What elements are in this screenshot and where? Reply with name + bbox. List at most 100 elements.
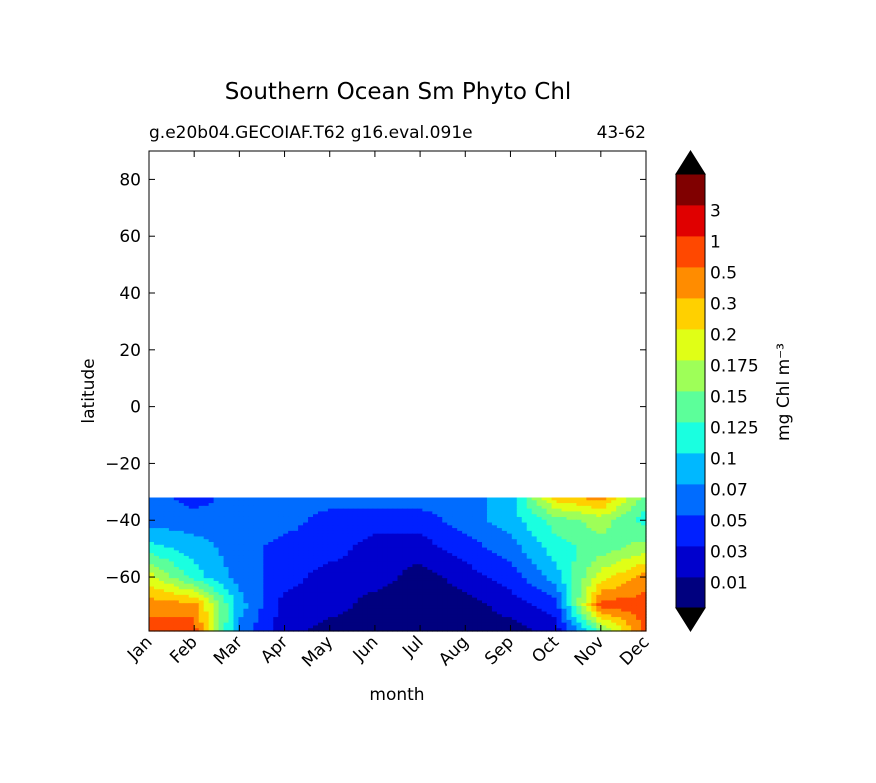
contour-cell xyxy=(163,594,170,599)
contour-cell xyxy=(422,575,428,579)
contour-cell xyxy=(536,500,543,504)
contour-cell xyxy=(526,511,533,515)
contour-cell xyxy=(422,569,428,574)
contour-cell xyxy=(273,597,279,602)
contour-cell xyxy=(377,608,384,613)
contour-cell xyxy=(501,508,508,513)
contour-cell xyxy=(641,592,647,596)
contour-cell xyxy=(472,569,478,574)
contour-cell xyxy=(213,508,220,513)
contour-cell xyxy=(357,530,364,535)
contour-cell xyxy=(293,583,299,588)
contour-cell xyxy=(506,589,513,593)
contour-cell xyxy=(362,628,369,632)
contour-cell xyxy=(417,530,423,535)
contour-cell xyxy=(332,508,339,513)
contour-cell xyxy=(203,572,210,576)
contour-cell xyxy=(407,589,414,593)
contour-cell xyxy=(228,614,235,618)
contour-cell xyxy=(362,547,369,551)
contour-cell xyxy=(422,497,428,501)
contour-cell xyxy=(472,583,478,588)
contour-cell xyxy=(268,547,274,551)
contour-cell xyxy=(367,594,374,599)
contour-cell xyxy=(516,555,523,560)
contour-cell xyxy=(551,569,558,574)
contour-cell xyxy=(616,550,622,554)
contour-cell xyxy=(367,539,374,543)
contour-cell xyxy=(238,622,245,627)
contour-cell xyxy=(273,511,279,515)
contour-cell xyxy=(208,519,215,524)
contour-cell xyxy=(472,625,478,629)
contour-cell xyxy=(392,539,399,543)
contour-cell xyxy=(481,619,488,624)
contour-cell xyxy=(481,500,488,504)
contour-cell xyxy=(322,572,329,576)
contour-cell xyxy=(278,594,284,599)
contour-cell xyxy=(601,511,607,515)
contour-cell xyxy=(392,569,399,574)
contour-cell xyxy=(303,511,309,515)
contour-cell xyxy=(362,525,369,529)
contour-cell xyxy=(506,603,513,607)
contour-cell xyxy=(506,544,513,549)
contour-cell xyxy=(337,539,344,543)
contour-cell xyxy=(263,553,269,557)
contour-cell xyxy=(313,561,319,565)
contour-cell xyxy=(183,528,190,532)
contour-cell xyxy=(526,519,533,524)
contour-cell xyxy=(447,522,453,526)
contour-cell xyxy=(412,550,418,554)
contour-cell xyxy=(352,575,359,579)
contour-cell xyxy=(566,594,573,599)
contour-cell xyxy=(278,539,284,543)
contour-cell xyxy=(352,514,359,518)
contour-cell xyxy=(516,525,523,529)
contour-cell xyxy=(153,572,160,576)
contour-cell xyxy=(506,617,513,621)
contour-cell xyxy=(322,569,329,574)
contour-cell xyxy=(238,569,245,574)
contour-cell xyxy=(496,583,503,588)
contour-cell xyxy=(422,553,428,557)
contour-cell xyxy=(596,505,602,510)
contour-cell xyxy=(203,508,210,513)
contour-cell xyxy=(402,508,409,513)
contour-cell xyxy=(432,533,438,538)
contour-cell xyxy=(626,525,632,529)
contour-cell xyxy=(442,600,448,604)
contour-cell xyxy=(591,544,597,549)
contour-cell xyxy=(213,605,220,610)
contour-cell xyxy=(208,522,215,526)
contour-cell xyxy=(337,569,344,574)
contour-cell xyxy=(506,586,513,590)
contour-cell xyxy=(422,505,428,510)
contour-cell xyxy=(536,536,543,540)
contour-cell xyxy=(193,572,200,576)
contour-cell xyxy=(238,542,245,546)
contour-cell xyxy=(576,605,582,610)
contour-cell xyxy=(149,525,155,529)
contour-cell xyxy=(308,622,314,627)
contour-cell xyxy=(397,508,404,513)
contour-cell xyxy=(317,550,324,554)
contour-cell xyxy=(313,500,319,504)
contour-cell xyxy=(228,511,235,515)
contour-cell xyxy=(223,608,230,613)
contour-cell xyxy=(506,553,513,557)
contour-cell xyxy=(198,605,205,610)
contour-cell xyxy=(516,516,523,521)
contour-cell xyxy=(223,594,230,599)
contour-cell xyxy=(481,578,488,582)
contour-cell xyxy=(153,580,160,585)
contour-cell xyxy=(228,600,235,604)
contour-cell xyxy=(243,603,249,607)
contour-cell xyxy=(188,578,195,582)
contour-cell xyxy=(387,600,394,604)
contour-cell xyxy=(477,597,483,602)
contour-cell xyxy=(308,628,314,632)
contour-cell xyxy=(452,628,458,632)
contour-cell xyxy=(283,603,289,607)
contour-cell xyxy=(506,516,513,521)
